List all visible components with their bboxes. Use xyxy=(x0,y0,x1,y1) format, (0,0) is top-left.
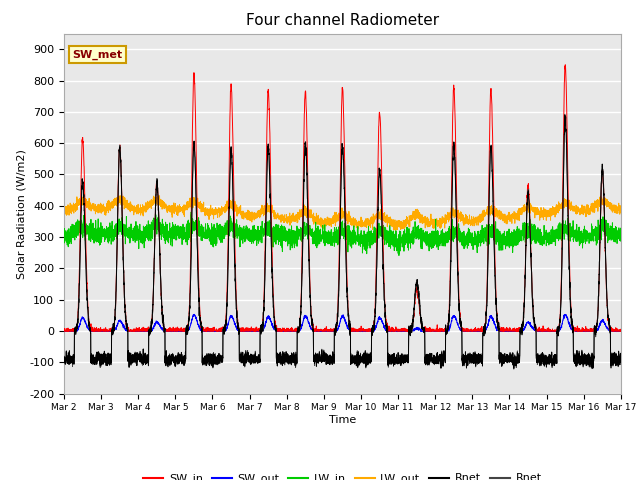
Legend: SW_in, SW_out, LW_in, LW_out, Rnet, Rnet: SW_in, SW_out, LW_in, LW_out, Rnet, Rnet xyxy=(139,469,546,480)
X-axis label: Time: Time xyxy=(329,415,356,425)
Y-axis label: Solar Radiation (W/m2): Solar Radiation (W/m2) xyxy=(17,149,26,278)
Title: Four channel Radiometer: Four channel Radiometer xyxy=(246,13,439,28)
Text: SW_met: SW_met xyxy=(72,50,122,60)
